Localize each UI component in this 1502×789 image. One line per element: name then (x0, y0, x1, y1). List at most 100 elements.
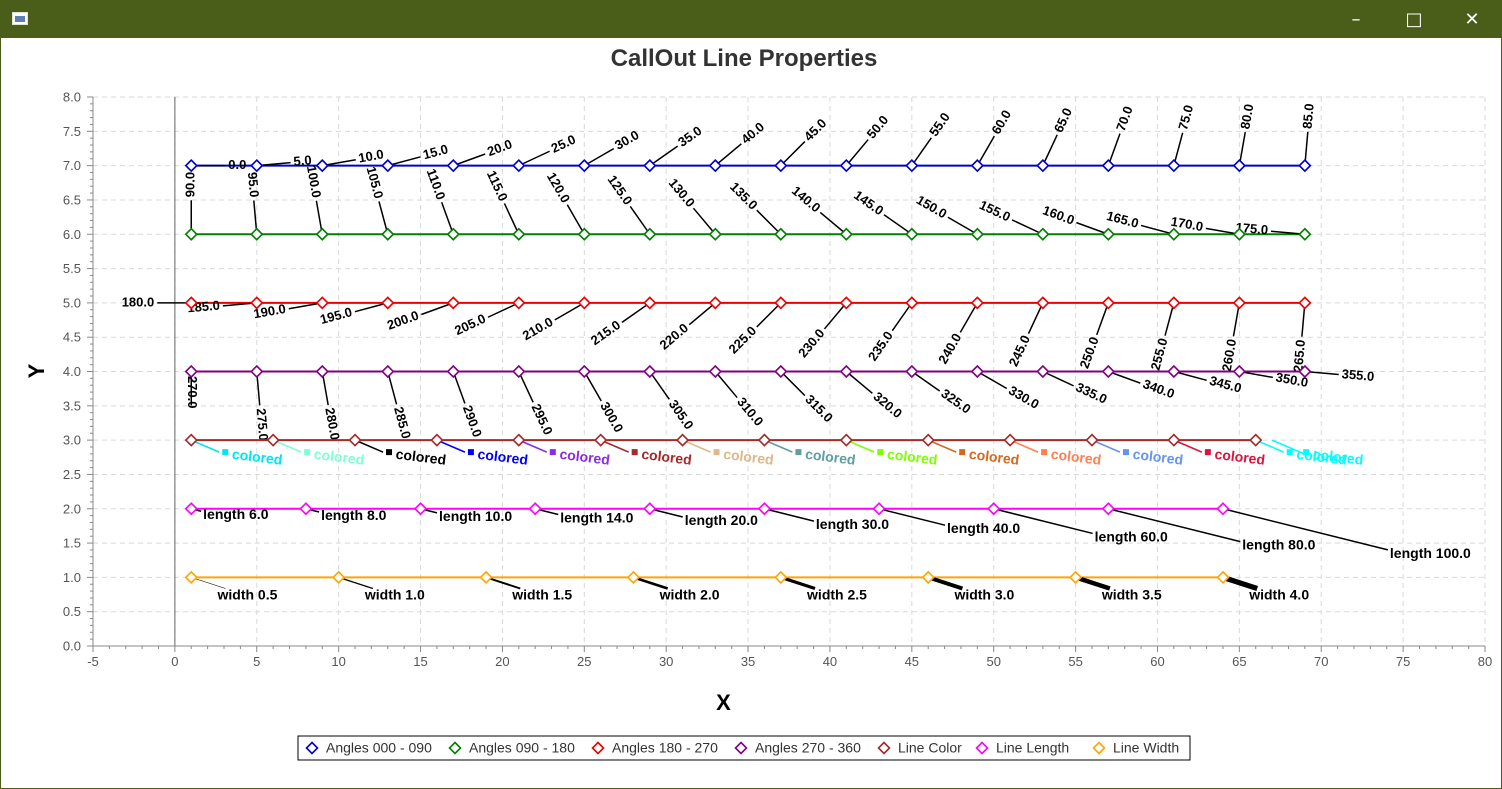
close-button[interactable]: ✕ (1443, 1, 1501, 38)
data-point (1232, 364, 1246, 379)
legend-item: Line Length (975, 740, 1069, 756)
callout-label: 150.0 (914, 192, 950, 221)
minimize-button[interactable]: – (1327, 1, 1385, 38)
data-point (774, 570, 788, 585)
data-point (1298, 364, 1312, 379)
data-point (839, 433, 853, 447)
series-line-color: colored colored colored colored colored color… (184, 433, 1364, 468)
data-point (1167, 158, 1181, 173)
callout-line (566, 204, 585, 235)
data-point (266, 433, 280, 447)
callout-line (845, 139, 869, 167)
data-point (708, 158, 722, 173)
callout-label: length 40.0 (947, 520, 1020, 536)
y-tick-label: 4.5 (63, 330, 81, 345)
callout-line (503, 203, 520, 235)
callout-line (583, 147, 615, 167)
data-point (839, 227, 853, 241)
callout-line (1107, 133, 1121, 166)
x-tick-label: 45 (905, 654, 919, 669)
callout-line (1173, 439, 1203, 453)
callout-line (883, 214, 913, 235)
callout-line (911, 137, 932, 167)
callout-label: 70.0 (1113, 104, 1136, 133)
callout-label: 60.0 (988, 107, 1014, 136)
data-point (774, 364, 788, 379)
callout-line (1027, 302, 1044, 335)
x-tick-label: 20 (495, 654, 509, 669)
callout-line (780, 370, 806, 397)
callout-line (764, 439, 793, 453)
callout-label: 290.0 (460, 403, 485, 439)
series-angles-090-180: 90.0 95.0 100.0 105.0 110.0 115.0 120.0 125.0 13… (183, 164, 1312, 241)
callout-label: 25.0 (549, 132, 578, 156)
x-tick-label: 65 (1232, 654, 1246, 669)
data-point (774, 158, 788, 173)
y-tick-label: 2.5 (63, 467, 81, 482)
data-point (250, 364, 264, 379)
data-point (757, 433, 772, 447)
callout-label: 200.0 (385, 307, 421, 332)
data-point (1216, 502, 1230, 516)
data-point (1092, 741, 1106, 755)
callout-label: 105.0 (364, 165, 387, 200)
data-point (1036, 158, 1050, 173)
legend-label: Line Length (996, 740, 1069, 756)
callout-label: 350.0 (1275, 369, 1310, 389)
callout-label: 205.0 (452, 311, 488, 338)
callout-label: length 20.0 (685, 512, 758, 528)
maximize-button[interactable]: □ (1385, 1, 1443, 38)
y-tick-label: 1.5 (63, 536, 81, 551)
callout-label: 310.0 (734, 394, 766, 429)
callout-label: 280.0 (322, 406, 342, 441)
callout-line (272, 439, 302, 453)
data-point (970, 227, 984, 241)
callout-line (947, 216, 978, 235)
data-point (577, 364, 591, 379)
callout-swatch (304, 449, 311, 456)
data-point (1085, 433, 1099, 447)
data-point (1232, 227, 1246, 241)
data-point (315, 227, 329, 241)
callout-swatch (959, 449, 966, 456)
callout-label: length 8.0 (321, 507, 387, 523)
callout-label: 160.0 (1041, 202, 1077, 227)
callout-line (487, 302, 520, 318)
callout-label: colored (231, 446, 283, 468)
callout-label: 225.0 (726, 323, 760, 357)
callout-label: colored (477, 446, 529, 468)
callout-line (378, 201, 389, 235)
title-bar[interactable]: – □ ✕ (1, 1, 1501, 38)
callout-label: width 1.0 (364, 586, 425, 602)
close-icon: ✕ (1464, 9, 1480, 30)
legend-label: Line Width (1113, 740, 1179, 756)
data-point (1298, 296, 1312, 310)
callout-line (780, 141, 806, 167)
callout-label: colored (313, 446, 365, 468)
data-point (577, 296, 591, 310)
callout-line (190, 439, 220, 453)
callout-line (891, 302, 913, 332)
callout-line (554, 302, 585, 321)
data-point (305, 741, 319, 755)
callout-label: colored (1050, 446, 1102, 468)
callout-line (629, 205, 651, 235)
callout-swatch (467, 449, 474, 456)
callout-line (1091, 439, 1121, 453)
x-tick-label: 25 (577, 654, 591, 669)
data-point (1298, 227, 1312, 241)
minimize-icon: – (1351, 9, 1361, 30)
data-point (643, 296, 657, 310)
data-point (1068, 570, 1083, 585)
legend-label: Line Color (898, 740, 962, 756)
callout-label: length 80.0 (1242, 537, 1315, 553)
callout-line (440, 202, 454, 235)
callout-label: 35.0 (675, 123, 704, 150)
callout-label: 100.0 (304, 164, 324, 199)
data-point (1036, 227, 1050, 241)
data-point (1232, 296, 1246, 310)
callout-swatch (795, 449, 802, 456)
data-point (975, 741, 989, 755)
callout-label: 115.0 (484, 168, 511, 203)
callout-label: colored (1214, 446, 1266, 468)
